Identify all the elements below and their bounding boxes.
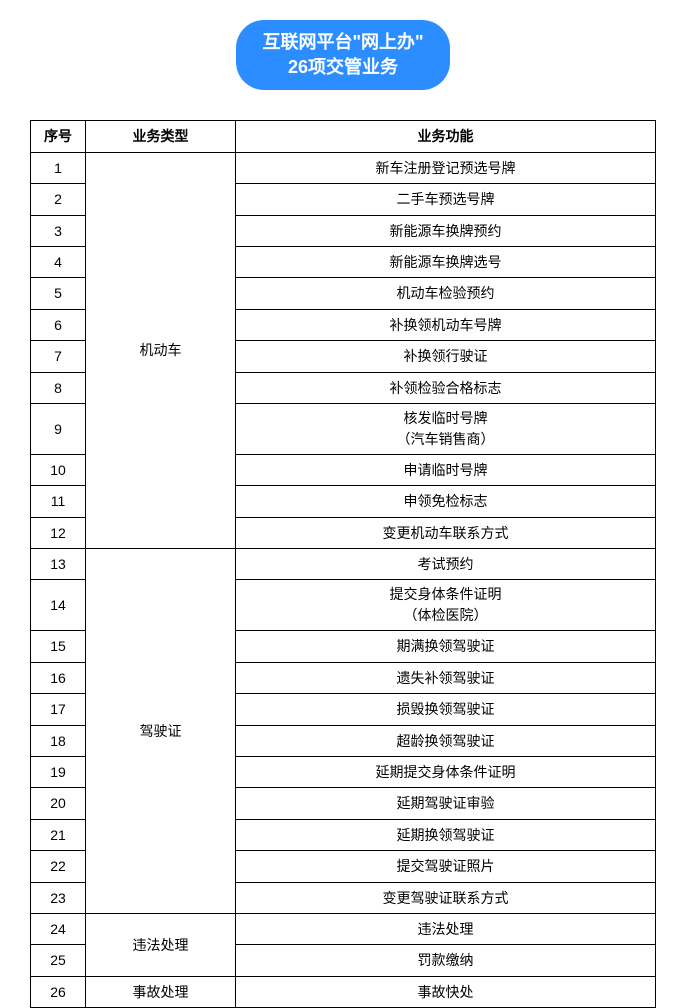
table-header-row: 序号 业务类型 业务功能 bbox=[31, 121, 656, 152]
cell-func: 提交身体条件证明 （体检医院） bbox=[236, 580, 656, 631]
cell-seq: 6 bbox=[31, 309, 86, 340]
cell-func-line: （体检医院） bbox=[404, 607, 488, 623]
cell-seq: 14 bbox=[31, 580, 86, 631]
cell-func-line: （汽车销售商） bbox=[397, 431, 495, 447]
cell-seq: 24 bbox=[31, 913, 86, 944]
cell-func: 变更机动车联系方式 bbox=[236, 517, 656, 548]
cell-seq: 17 bbox=[31, 694, 86, 725]
cell-func: 考试预约 bbox=[236, 549, 656, 580]
cell-func: 遗失补领驾驶证 bbox=[236, 662, 656, 693]
cell-func: 事故快处 bbox=[236, 976, 656, 1007]
cell-type: 违法处理 bbox=[86, 913, 236, 976]
cell-seq: 4 bbox=[31, 246, 86, 277]
cell-seq: 12 bbox=[31, 517, 86, 548]
table-row: 26事故处理事故快处 bbox=[31, 976, 656, 1007]
cell-func: 核发临时号牌 （汽车销售商） bbox=[236, 403, 656, 454]
cell-func: 超龄换领驾驶证 bbox=[236, 725, 656, 756]
cell-func: 机动车检验预约 bbox=[236, 278, 656, 309]
cell-seq: 22 bbox=[31, 851, 86, 882]
cell-seq: 3 bbox=[31, 215, 86, 246]
cell-seq: 10 bbox=[31, 454, 86, 485]
col-header-func: 业务功能 bbox=[236, 121, 656, 152]
cell-seq: 21 bbox=[31, 819, 86, 850]
cell-seq: 13 bbox=[31, 549, 86, 580]
cell-func: 延期驾驶证审验 bbox=[236, 788, 656, 819]
cell-func: 变更驾驶证联系方式 bbox=[236, 882, 656, 913]
title-line-2: 26项交管业务 bbox=[288, 57, 398, 77]
cell-func: 期满换领驾驶证 bbox=[236, 631, 656, 662]
col-header-type: 业务类型 bbox=[86, 121, 236, 152]
cell-func-line: 核发临时号牌 bbox=[404, 410, 488, 426]
cell-func: 二手车预选号牌 bbox=[236, 184, 656, 215]
cell-seq: 2 bbox=[31, 184, 86, 215]
cell-seq: 15 bbox=[31, 631, 86, 662]
cell-seq: 26 bbox=[31, 976, 86, 1007]
table-body: 1机动车新车注册登记预选号牌2二手车预选号牌3新能源车换牌预约4新能源车换牌选号… bbox=[31, 152, 656, 1007]
cell-func: 申领免检标志 bbox=[236, 486, 656, 517]
cell-seq: 7 bbox=[31, 341, 86, 372]
cell-type: 事故处理 bbox=[86, 976, 236, 1007]
table-row: 13驾驶证考试预约 bbox=[31, 549, 656, 580]
cell-func: 新车注册登记预选号牌 bbox=[236, 152, 656, 183]
services-table: 序号 业务类型 业务功能 1机动车新车注册登记预选号牌2二手车预选号牌3新能源车… bbox=[30, 120, 656, 1008]
table-row: 24违法处理违法处理 bbox=[31, 913, 656, 944]
cell-func: 延期提交身体条件证明 bbox=[236, 757, 656, 788]
cell-func: 延期换领驾驶证 bbox=[236, 819, 656, 850]
cell-type: 机动车 bbox=[86, 152, 236, 548]
cell-seq: 19 bbox=[31, 757, 86, 788]
cell-seq: 16 bbox=[31, 662, 86, 693]
cell-func: 损毁换领驾驶证 bbox=[236, 694, 656, 725]
cell-func: 申请临时号牌 bbox=[236, 454, 656, 485]
cell-seq: 1 bbox=[31, 152, 86, 183]
cell-seq: 9 bbox=[31, 403, 86, 454]
cell-seq: 5 bbox=[31, 278, 86, 309]
cell-type: 驾驶证 bbox=[86, 549, 236, 914]
cell-func: 违法处理 bbox=[236, 913, 656, 944]
title-line-1: 互联网平台"网上办" bbox=[262, 32, 423, 52]
cell-func: 补换领行驶证 bbox=[236, 341, 656, 372]
cell-func: 罚款缴纳 bbox=[236, 945, 656, 976]
cell-func: 提交驾驶证照片 bbox=[236, 851, 656, 882]
cell-func: 新能源车换牌预约 bbox=[236, 215, 656, 246]
cell-seq: 8 bbox=[31, 372, 86, 403]
table-row: 1机动车新车注册登记预选号牌 bbox=[31, 152, 656, 183]
cell-seq: 25 bbox=[31, 945, 86, 976]
cell-func: 补换领机动车号牌 bbox=[236, 309, 656, 340]
cell-seq: 20 bbox=[31, 788, 86, 819]
cell-seq: 23 bbox=[31, 882, 86, 913]
cell-func-line: 提交身体条件证明 bbox=[390, 586, 502, 602]
page-title: 互联网平台"网上办" 26项交管业务 bbox=[236, 20, 449, 90]
cell-seq: 18 bbox=[31, 725, 86, 756]
cell-func: 补领检验合格标志 bbox=[236, 372, 656, 403]
cell-func: 新能源车换牌选号 bbox=[236, 246, 656, 277]
col-header-seq: 序号 bbox=[31, 121, 86, 152]
cell-seq: 11 bbox=[31, 486, 86, 517]
